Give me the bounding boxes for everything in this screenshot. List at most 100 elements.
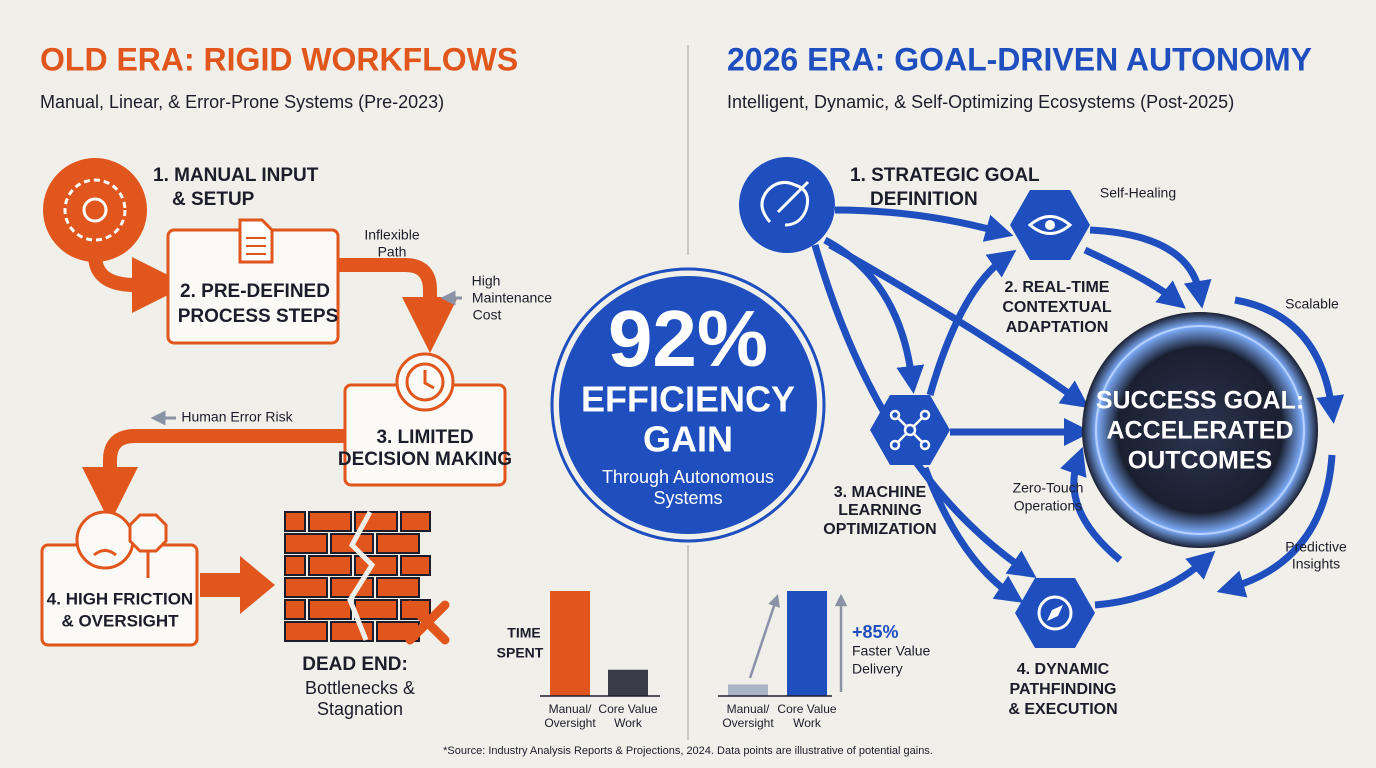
category-label: Oversight [544, 716, 596, 730]
bar [728, 684, 768, 696]
dead-end-text: Stagnation [317, 699, 403, 719]
face-icon [75, 510, 135, 570]
chart-annotation: Faster Value [852, 643, 931, 659]
chart-annotation: Delivery [852, 661, 903, 677]
note: Human Error Risk [181, 409, 293, 425]
step-label: & EXECUTION [1008, 701, 1117, 718]
brick [284, 555, 306, 576]
chart-label: TIME [507, 625, 540, 641]
stat-sub: Systems [653, 488, 722, 508]
note: Cost [473, 307, 502, 323]
flow-arrow [1089, 226, 1212, 309]
brick [400, 511, 431, 532]
goal-ring [1095, 325, 1305, 535]
brain-icon [776, 180, 810, 214]
step-label: 3. MACHINE [834, 484, 927, 501]
clock-icon [423, 370, 435, 390]
step-label: 4. HIGH FRICTION [47, 589, 193, 608]
x-icon [405, 600, 450, 645]
category-label: Core Value [777, 702, 836, 716]
bar [787, 591, 827, 696]
dead-end-text: Bottlenecks & [305, 678, 415, 698]
brick [284, 577, 328, 598]
compass-icon [1037, 595, 1073, 631]
stop-icon [128, 513, 168, 553]
note: Operations [1014, 498, 1082, 514]
brick [284, 511, 306, 532]
step-label: LEARNING [838, 502, 922, 519]
flow-arrow [834, 206, 1014, 242]
brick [308, 555, 352, 576]
flow-arrow [1060, 446, 1123, 563]
note: Scalable [1285, 296, 1339, 312]
stat-sub: Through Autonomous [602, 467, 774, 487]
note: Path [378, 244, 407, 260]
step-label: PATHFINDING [1010, 681, 1117, 698]
category-label: Manual/ [549, 702, 592, 716]
category-label: Work [793, 716, 822, 730]
step-label: OPTIMIZATION [823, 521, 936, 538]
eye-icon [1045, 220, 1055, 230]
network-icon [889, 409, 931, 451]
footer: *Source: Industry Analysis Reports & Pro… [443, 745, 933, 757]
note: High [472, 273, 501, 289]
step-label: & SETUP [172, 189, 255, 210]
compass-icon [1047, 605, 1063, 621]
flow-arrows [811, 206, 1345, 609]
left-subtitle: Manual, Linear, & Error-Prone Systems (P… [40, 92, 444, 112]
note: Zero-Touch [1013, 480, 1084, 496]
bar [608, 669, 648, 696]
flow-arrow [1234, 296, 1345, 424]
step-label: 1. MANUAL INPUT [153, 165, 319, 186]
flow-arrow [82, 429, 345, 523]
category-label: Core Value [598, 702, 657, 716]
goal-label: OUTCOMES [1128, 447, 1272, 475]
note: Insights [1292, 556, 1340, 572]
flow-arrow [926, 249, 1017, 396]
right-title: 2026 ERA: GOAL-DRIVEN AUTONOMY [727, 41, 1312, 77]
step-label: PROCESS STEPS [178, 306, 339, 327]
brick [284, 599, 306, 620]
chart-label: SPENT [497, 645, 544, 661]
doc-icon [238, 218, 274, 264]
brick-wall [284, 511, 431, 642]
stat-label: EFFICIENCY [581, 379, 795, 420]
clock-icon [405, 362, 445, 402]
wall-crack [347, 510, 376, 641]
stat-value: 92% [608, 294, 768, 383]
flow-arrow [338, 258, 458, 353]
note: Predictive [1285, 539, 1347, 555]
gear-icon [82, 197, 108, 223]
brick [354, 555, 398, 576]
left-title: OLD ERA: RIGID WORKFLOWS [40, 41, 518, 77]
bar [550, 591, 590, 696]
brick [284, 621, 328, 642]
step-icon [43, 158, 147, 262]
brick [400, 555, 431, 576]
chart-annotation: +85% [852, 622, 899, 642]
brain-icon [760, 180, 810, 227]
stat-circle [559, 276, 817, 534]
brick [376, 533, 420, 554]
brick [308, 511, 352, 532]
flow-arrow [1083, 246, 1186, 309]
note: Maintenance [472, 290, 552, 306]
face-icon [93, 549, 117, 557]
step-label: 3. LIMITED [376, 427, 473, 448]
category-label: Work [614, 716, 643, 730]
category-label: Oversight [722, 716, 774, 730]
flow-arrow [200, 556, 275, 614]
step-label: & OVERSIGHT [61, 611, 179, 630]
stat-label: GAIN [643, 419, 733, 460]
step-label: 2. REAL-TIME [1005, 279, 1110, 296]
eye-icon [1027, 215, 1073, 235]
right-subtitle: Intelligent, Dynamic, & Self-Optimizing … [727, 92, 1234, 112]
step-label: 1. STRATEGIC GOAL [850, 165, 1040, 186]
step-label: ADAPTATION [1006, 319, 1109, 336]
flow-arrow [1094, 550, 1216, 609]
brick [284, 533, 328, 554]
step-label: CONTEXTUAL [1002, 299, 1112, 316]
